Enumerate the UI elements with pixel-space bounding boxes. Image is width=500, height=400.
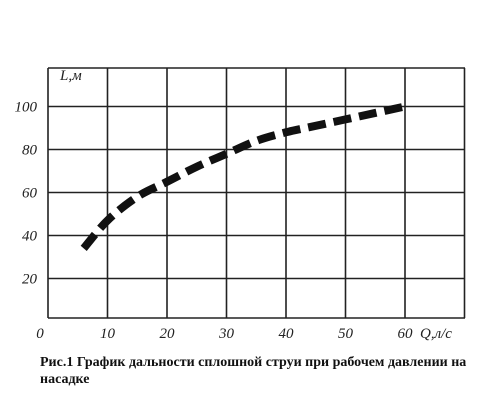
x-tick-label: 40 <box>279 326 295 342</box>
figure-caption: Рис.1 График дальности сплошной струи пр… <box>40 355 467 387</box>
y-axis-ticks: 20 40 60 80 100 <box>15 100 38 288</box>
x-tick-label: 0 <box>36 326 44 342</box>
x-tick-label: 50 <box>338 326 354 342</box>
x-tick-label: 20 <box>160 326 176 342</box>
grid <box>47 67 466 319</box>
x-tick-label: 60 <box>398 326 414 342</box>
y-axis-label: L,м <box>59 68 82 84</box>
y-tick-label: 60 <box>22 186 38 202</box>
chart: 20 40 60 80 100 0 10 20 30 40 50 60 L,м Q,л/с <box>15 67 466 342</box>
x-tick-label: 30 <box>218 326 235 342</box>
y-tick-label: 40 <box>22 229 38 245</box>
y-tick-label: 100 <box>15 100 38 116</box>
y-tick-label: 20 <box>22 272 38 288</box>
y-tick-label: 80 <box>22 143 38 159</box>
series-line <box>80 102 406 251</box>
x-axis-label: Q,л/с <box>420 326 452 342</box>
x-tick-label: 10 <box>100 326 116 342</box>
x-axis-ticks: 0 10 20 30 40 50 60 <box>36 326 413 342</box>
